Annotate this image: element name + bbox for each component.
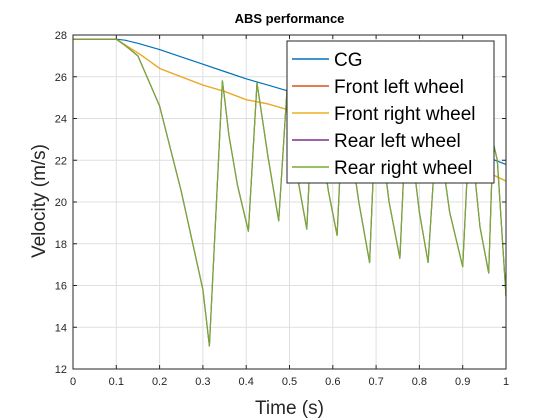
y-tick-label: 26	[55, 72, 67, 84]
y-tick-label: 22	[55, 155, 67, 167]
legend-label-front-left-wheel: Front left wheel	[334, 77, 464, 98]
y-tick-label: 24	[55, 114, 67, 126]
legend: CG Front left wheel Front right wheel Rear …	[286, 40, 495, 184]
y-tick-label: 20	[55, 197, 67, 209]
y-axis-title: Velocity (m/s)	[29, 144, 50, 258]
x-tick-label: 1	[503, 376, 509, 388]
x-tick-label: 0.3	[195, 376, 210, 388]
x-tick-label: 0	[70, 376, 76, 388]
x-tick-label: 0.1	[109, 376, 124, 388]
legend-label-rear-left-wheel: Rear left wheel	[334, 131, 461, 152]
series-line-rear-right-wheel	[73, 38, 507, 347]
x-tick-label: 0.6	[325, 376, 340, 388]
y-tick-label: 16	[55, 281, 67, 293]
legend-label-front-right-wheel: Front right wheel	[334, 104, 476, 125]
x-tick-label: 0.9	[455, 376, 470, 388]
x-tick-label: 0.8	[412, 376, 427, 388]
x-tick-label: 0.2	[152, 376, 167, 388]
legend-box	[286, 40, 495, 184]
y-tick-label: 12	[55, 364, 67, 376]
x-tick-label: 0.5	[282, 376, 297, 388]
legend-label-rear-right-wheel: Rear right wheel	[334, 158, 472, 179]
x-axis-title: Time (s)	[255, 398, 324, 419]
y-tick-label: 14	[55, 322, 67, 334]
x-tick-label: 0.4	[239, 376, 254, 388]
legend-label-cg: CG	[334, 50, 363, 71]
chart-title: ABS performance	[235, 11, 345, 26]
y-tick-label: 18	[55, 239, 67, 251]
y-tick-label: 28	[55, 30, 67, 42]
x-tick-label: 0.7	[368, 376, 383, 388]
ticks: 0 0.1 0.2 0.3 0.4 0.5 0.6 0.7 0.8 0.9 1 12 14 16 18 20 2…	[55, 30, 509, 388]
